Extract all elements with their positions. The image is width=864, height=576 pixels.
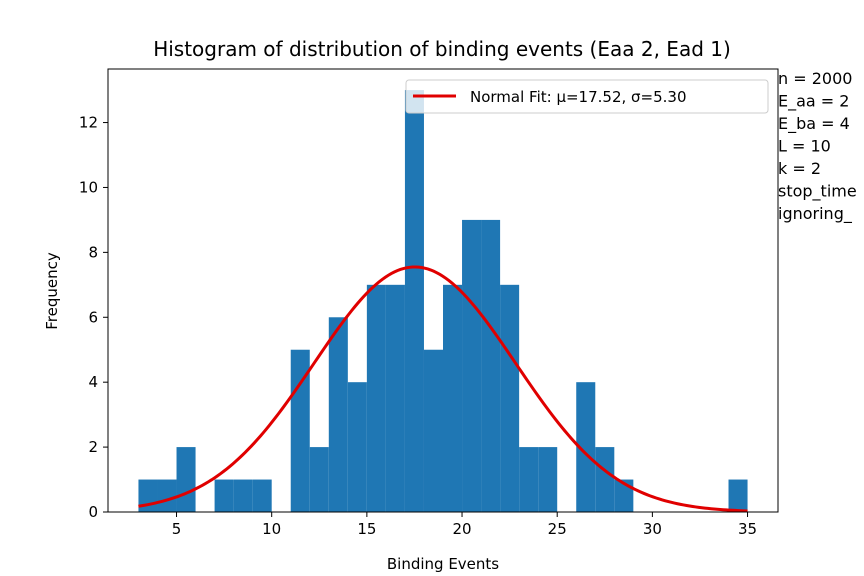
histogram-bars — [138, 90, 748, 512]
histogram-bar-6 — [252, 479, 272, 512]
histogram-bar-9 — [309, 447, 329, 512]
histogram-bar-17 — [462, 219, 482, 512]
y-tick-label: 6 — [88, 308, 98, 326]
histogram-bar-4 — [214, 479, 234, 512]
x-tick-label: 15 — [357, 520, 376, 538]
normal-fit-curve — [138, 265, 748, 513]
parameter-line-3: L = 10 — [778, 137, 831, 156]
x-tick-label: 35 — [738, 520, 757, 538]
y-tick-label: 0 — [88, 503, 98, 521]
histogram-bar-2 — [176, 447, 196, 512]
parameter-line-2: E_ba = 4 — [778, 114, 850, 134]
histogram-bar-16 — [443, 284, 463, 512]
histogram-bar-21 — [538, 447, 558, 512]
x-tick-label: 5 — [172, 520, 182, 538]
parameter-line-5: stop_time — [778, 182, 857, 202]
parameter-line-0: n = 2000 — [778, 69, 852, 88]
x-axis-ticks: 5 10 15 20 25 30 35 — [172, 512, 757, 538]
y-tick-label: 8 — [88, 243, 98, 261]
histogram-bar-31 — [728, 479, 748, 512]
histogram-bar-24 — [595, 447, 615, 512]
parameter-line-6: ignoring_ — [778, 204, 853, 224]
chart-title: Histogram of distribution of binding eve… — [153, 37, 731, 61]
histogram-bar-14 — [404, 90, 424, 512]
histogram-bar-15 — [423, 349, 443, 512]
y-axis-label: Frequency — [43, 252, 61, 330]
histogram-bar-13 — [385, 284, 405, 512]
histogram-bar-20 — [519, 447, 539, 512]
y-tick-label: 12 — [79, 114, 98, 132]
y-tick-label: 2 — [88, 438, 98, 456]
histogram-bar-23 — [576, 382, 596, 512]
histogram-bar-12 — [366, 284, 386, 512]
fit-curve-line — [138, 265, 748, 513]
x-tick-label: 25 — [548, 520, 567, 538]
x-axis-label: Binding Events — [387, 555, 499, 573]
parameter-line-1: E_aa = 2 — [778, 92, 849, 112]
histogram-bar-18 — [481, 219, 501, 512]
histogram-bar-19 — [500, 284, 520, 512]
parameter-annotations: n = 2000 E_aa = 2E_ba = 4 L = 10 k = 2 stop_… — [778, 69, 857, 224]
histogram-bar-11 — [347, 382, 367, 512]
legend: Normal Fit: μ=17.52, σ=5.30 — [405, 79, 769, 114]
legend-fit-label: Normal Fit: μ=17.52, σ=5.30 — [470, 88, 687, 106]
y-tick-label: 4 — [88, 373, 98, 391]
histogram-bar-1 — [157, 479, 177, 512]
x-tick-label: 20 — [452, 520, 471, 538]
x-tick-label: 10 — [262, 520, 281, 538]
x-tick-label: 30 — [643, 520, 662, 538]
histogram-bar-5 — [233, 479, 253, 512]
legend-box — [405, 79, 769, 114]
y-tick-label: 10 — [79, 178, 98, 196]
y-axis-ticks: 0 2 4 6 8 10 12 — [79, 114, 108, 521]
plot-area-frame — [107, 68, 779, 513]
parameter-line-4: k = 2 — [778, 159, 821, 178]
histogram-bar-10 — [328, 317, 348, 512]
